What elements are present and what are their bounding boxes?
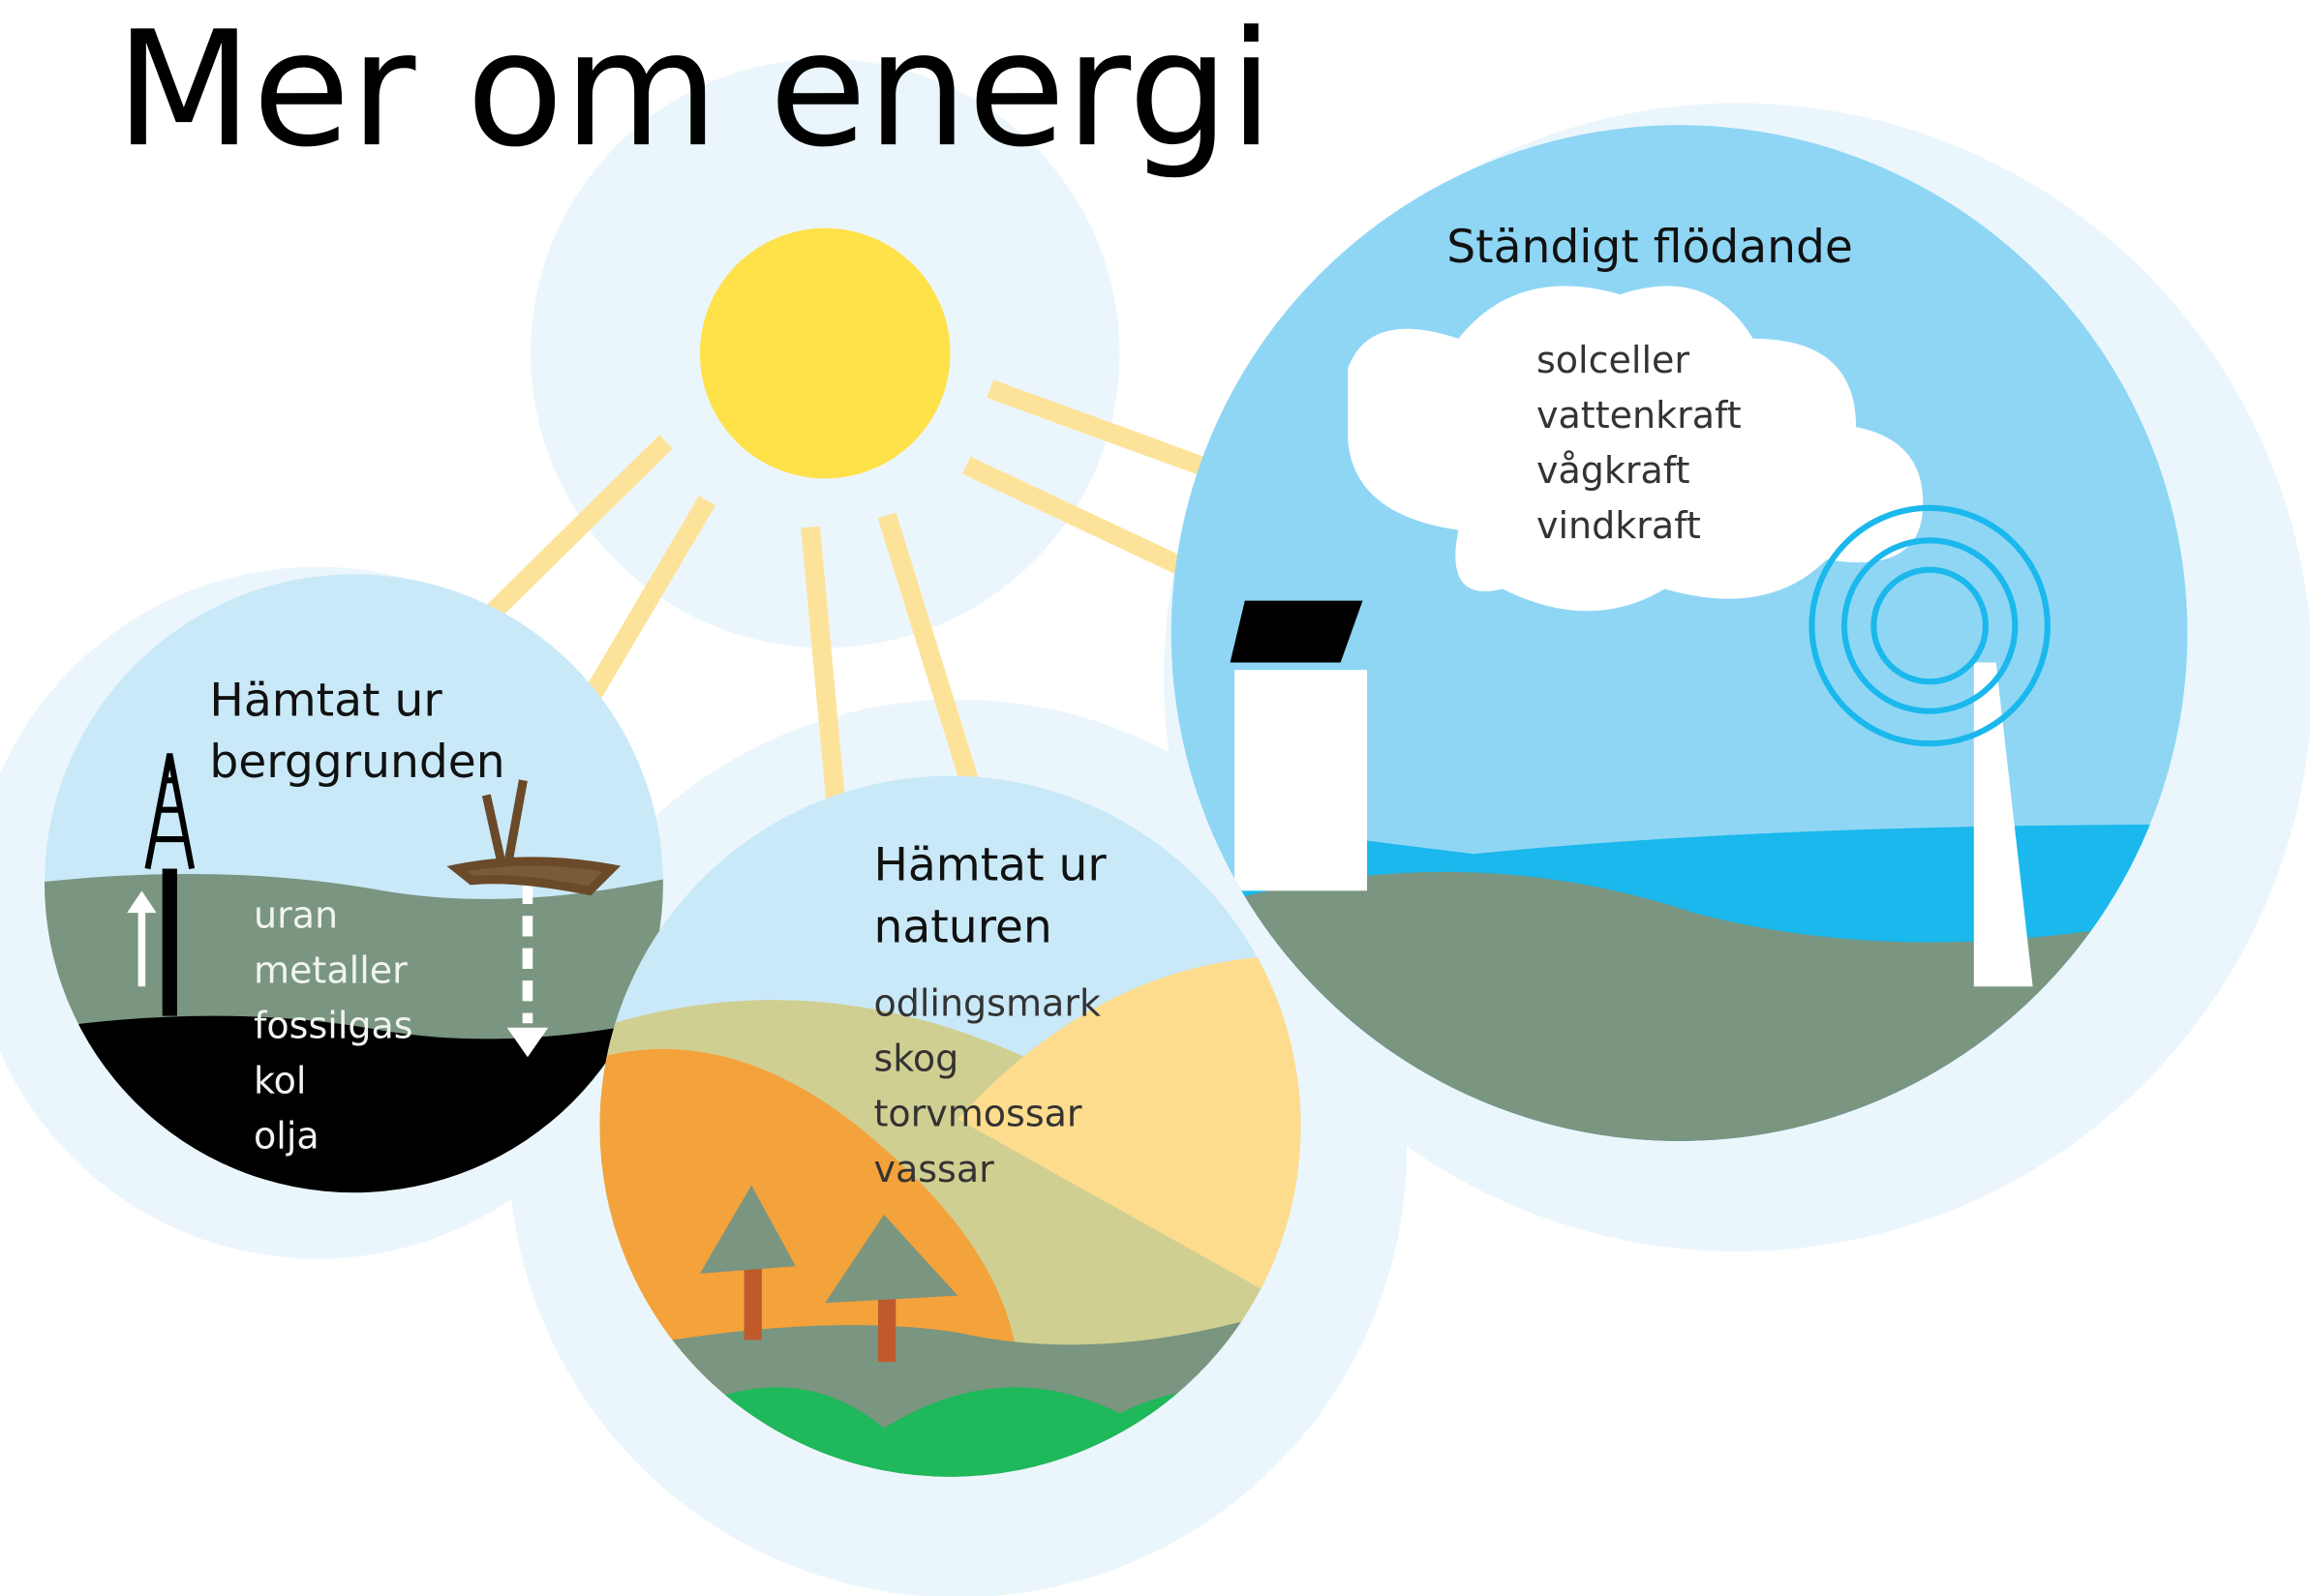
group-item: vågkraft <box>1536 449 1690 492</box>
group-heading: Hämtat ur <box>873 839 1107 892</box>
bedrock-circle <box>45 574 663 1193</box>
group-item: metaller <box>254 949 408 991</box>
group-heading: Hämtat ur <box>209 674 442 727</box>
group-item: fossilgas <box>254 1004 413 1046</box>
group-item: olja <box>254 1115 319 1158</box>
group-item: skog <box>873 1038 958 1080</box>
group-item: kol <box>254 1060 306 1102</box>
group-item: odlingsmark <box>873 982 1101 1025</box>
sun <box>699 227 951 479</box>
group-heading: naturen <box>873 901 1051 954</box>
group-item: uran <box>254 893 338 936</box>
group-item: vindkraft <box>1536 504 1701 547</box>
title: Mer om energi <box>115 0 1273 182</box>
group-heading: berggrunden <box>209 736 504 789</box>
group-item: vassar <box>873 1148 994 1190</box>
group-item: torvmossar <box>873 1093 1081 1135</box>
group-heading: Ständigt flödande <box>1446 221 1853 274</box>
group-item: solceller <box>1536 339 1689 381</box>
group-item: vattenkraft <box>1536 394 1742 437</box>
labels: Hämtat ur berggrunden uran metaller fossilga… <box>209 221 1853 1190</box>
